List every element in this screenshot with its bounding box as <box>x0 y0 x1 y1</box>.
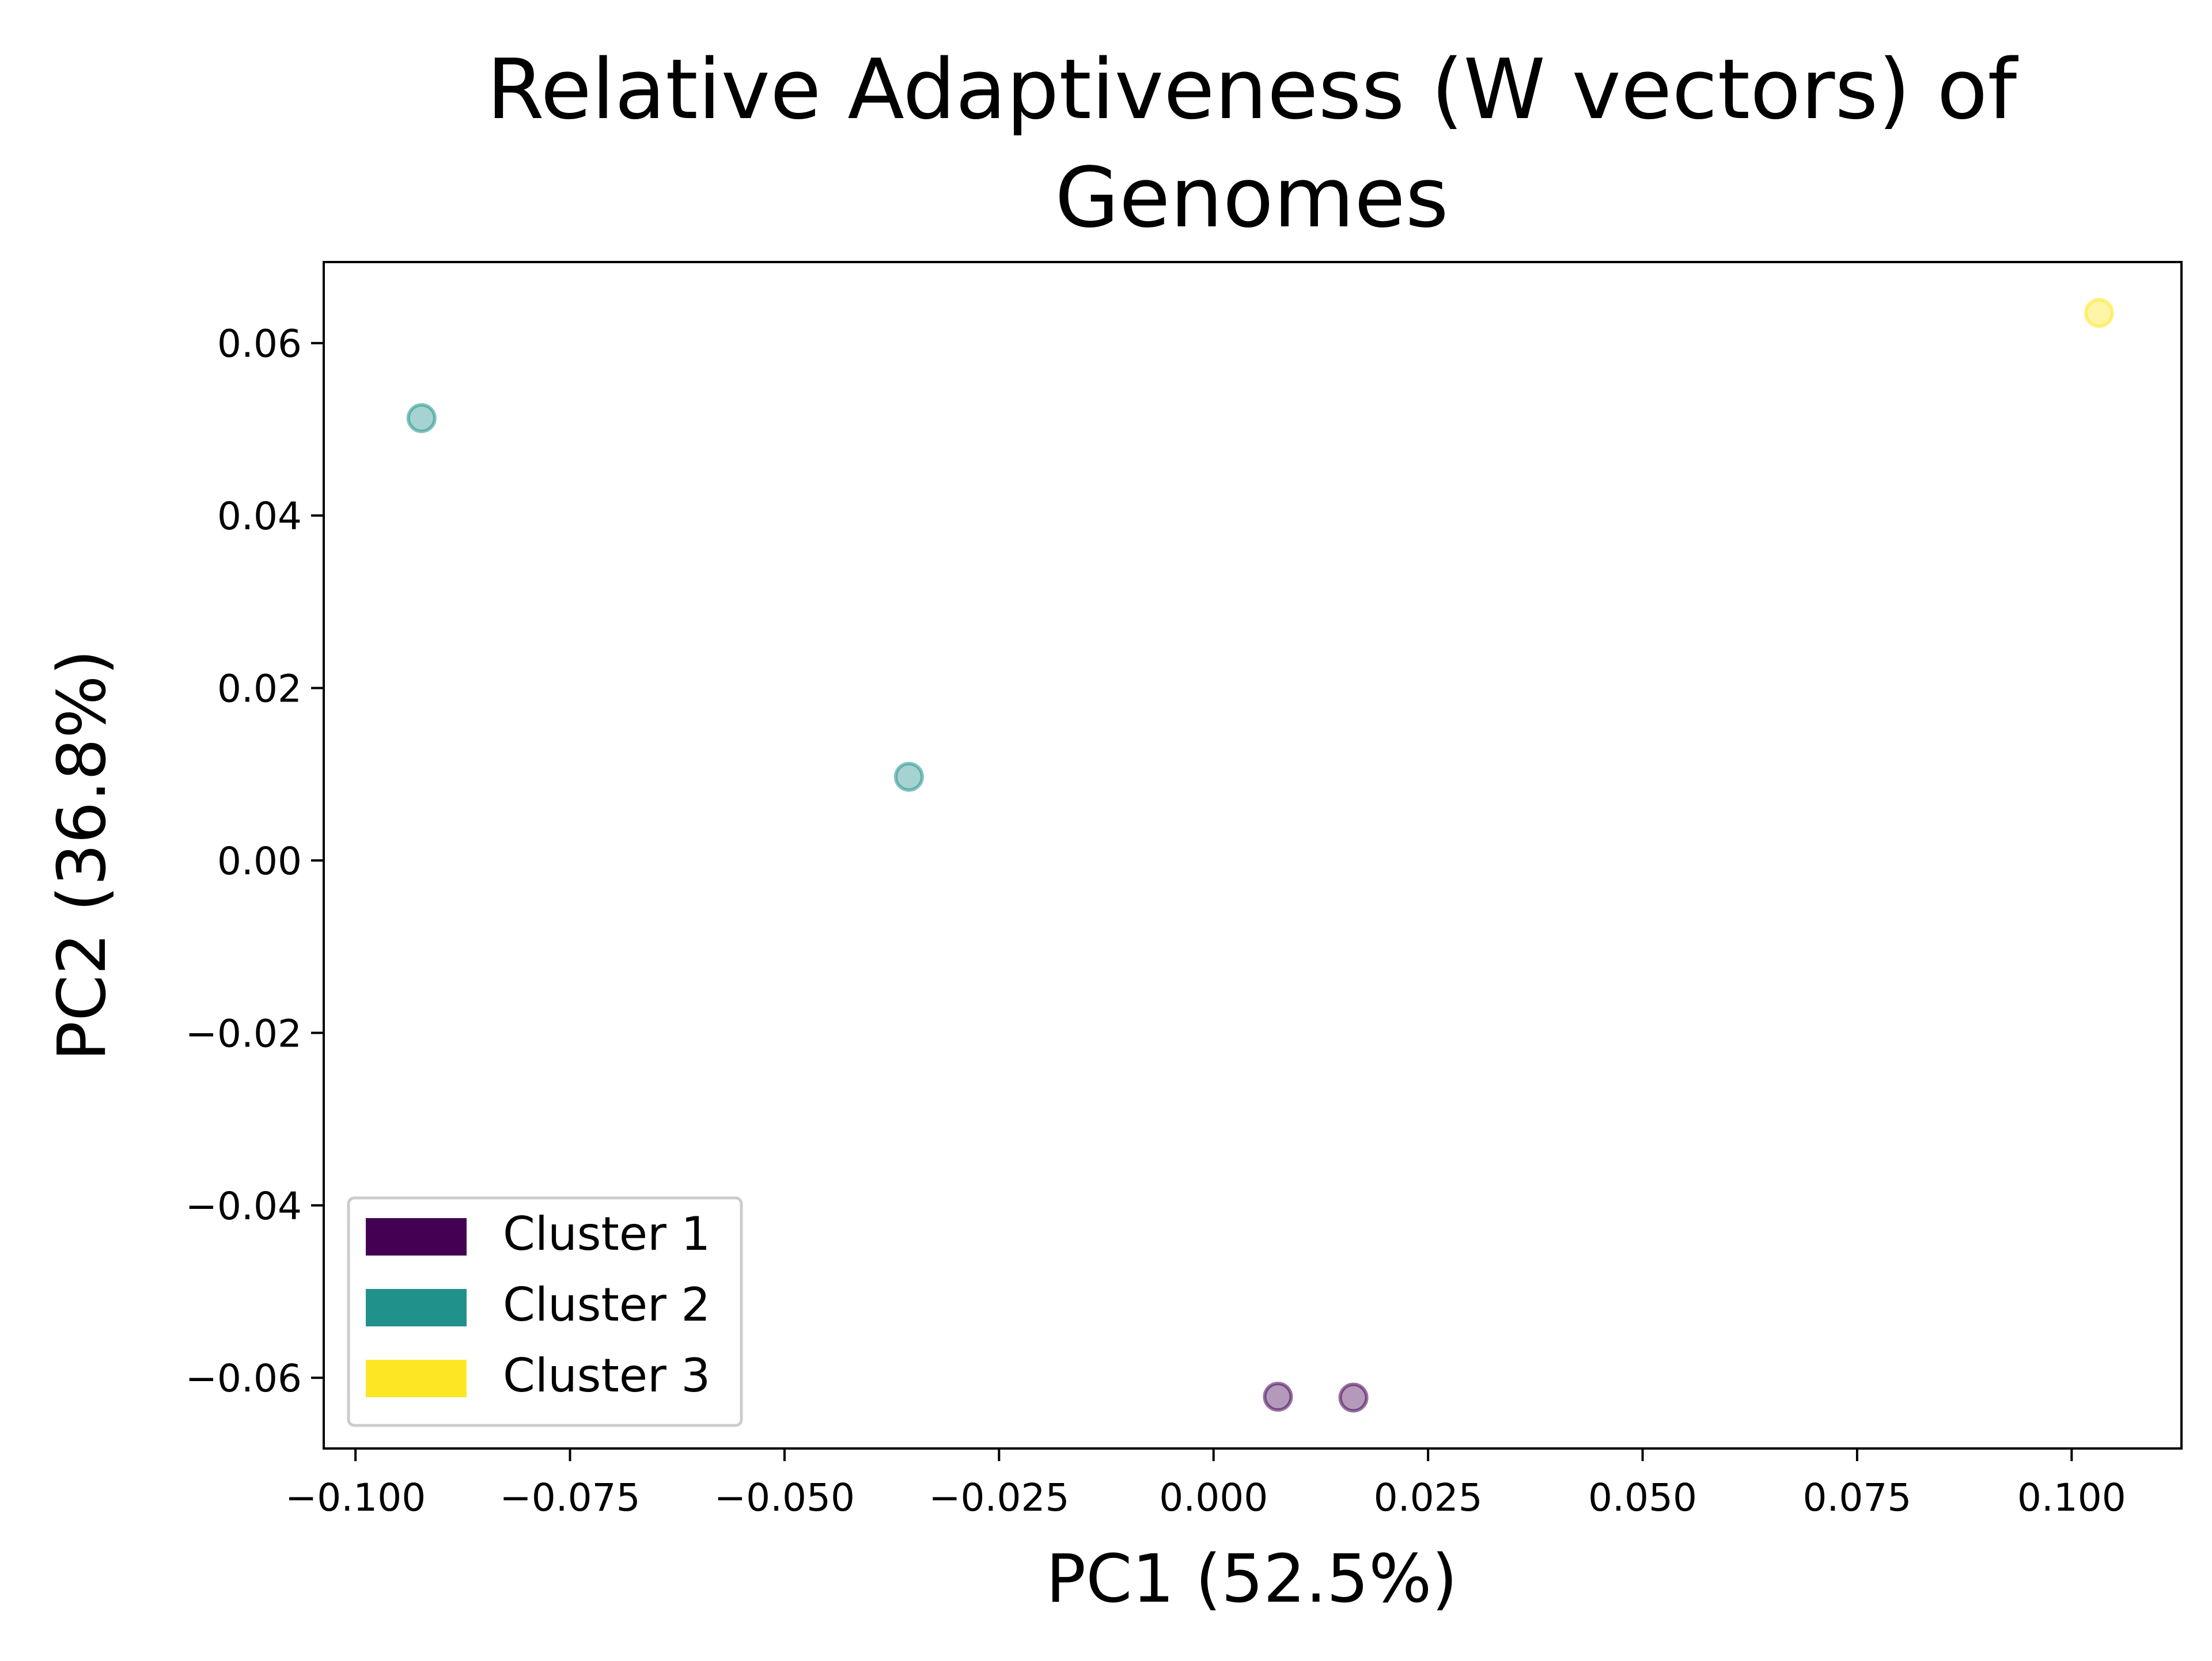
data-point-cluster-2 <box>406 403 437 433</box>
x-tick-label: −0.100 <box>285 1476 426 1520</box>
y-tick-label: 0.06 <box>217 322 302 366</box>
legend: Cluster 1 Cluster 2 Cluster 3 <box>347 1196 743 1427</box>
y-tick-label: 0.02 <box>217 667 302 711</box>
data-points <box>406 298 2114 1413</box>
x-tick-label: −0.025 <box>929 1476 1069 1520</box>
y-tick-label: −0.04 <box>185 1184 302 1228</box>
x-axis-label: PC1 (52.5%) <box>1046 1541 1457 1618</box>
x-tick-label: 0.050 <box>1588 1476 1697 1520</box>
legend-label-cluster-1: Cluster 1 <box>503 1207 710 1261</box>
data-point-cluster-1 <box>1338 1382 1369 1413</box>
chart-title-line-1: Relative Adaptiveness (W vectors) of <box>487 41 2019 138</box>
y-tick-label: 0.00 <box>217 839 302 883</box>
data-point-cluster-2 <box>893 761 924 792</box>
plot-area-frame <box>323 261 2183 1450</box>
y-tick-label: −0.02 <box>185 1011 302 1056</box>
x-axis-ticks: −0.100 −0.075 −0.050 −0.025 0.000 0.025 0.050 0… <box>285 1448 2126 1520</box>
x-tick-label: −0.050 <box>714 1476 855 1520</box>
legend-label-cluster-2: Cluster 2 <box>503 1278 710 1332</box>
legend-label-cluster-3: Cluster 3 <box>503 1349 710 1402</box>
x-tick-label: 0.100 <box>2017 1476 2126 1520</box>
data-point-cluster-1 <box>1263 1382 1293 1412</box>
x-tick-label: 0.075 <box>1802 1476 1911 1520</box>
legend-swatch-cluster-3 <box>366 1360 467 1397</box>
legend-swatch-cluster-2 <box>366 1289 467 1326</box>
data-point-cluster-3 <box>2084 298 2114 328</box>
legend-swatch-cluster-1 <box>366 1218 467 1256</box>
y-tick-label: −0.06 <box>185 1356 302 1401</box>
x-tick-label: 0.000 <box>1159 1476 1268 1520</box>
y-tick-label: 0.04 <box>217 494 302 539</box>
y-axis-ticks: −0.06 −0.04 −0.02 0.00 0.02 0.04 0.06 <box>185 322 324 1401</box>
y-axis-label: PC2 (36.8%) <box>44 650 121 1061</box>
x-tick-label: 0.025 <box>1374 1476 1483 1520</box>
x-tick-label: −0.075 <box>499 1476 640 1520</box>
chart-title-line-2: Genomes <box>1055 149 1448 246</box>
